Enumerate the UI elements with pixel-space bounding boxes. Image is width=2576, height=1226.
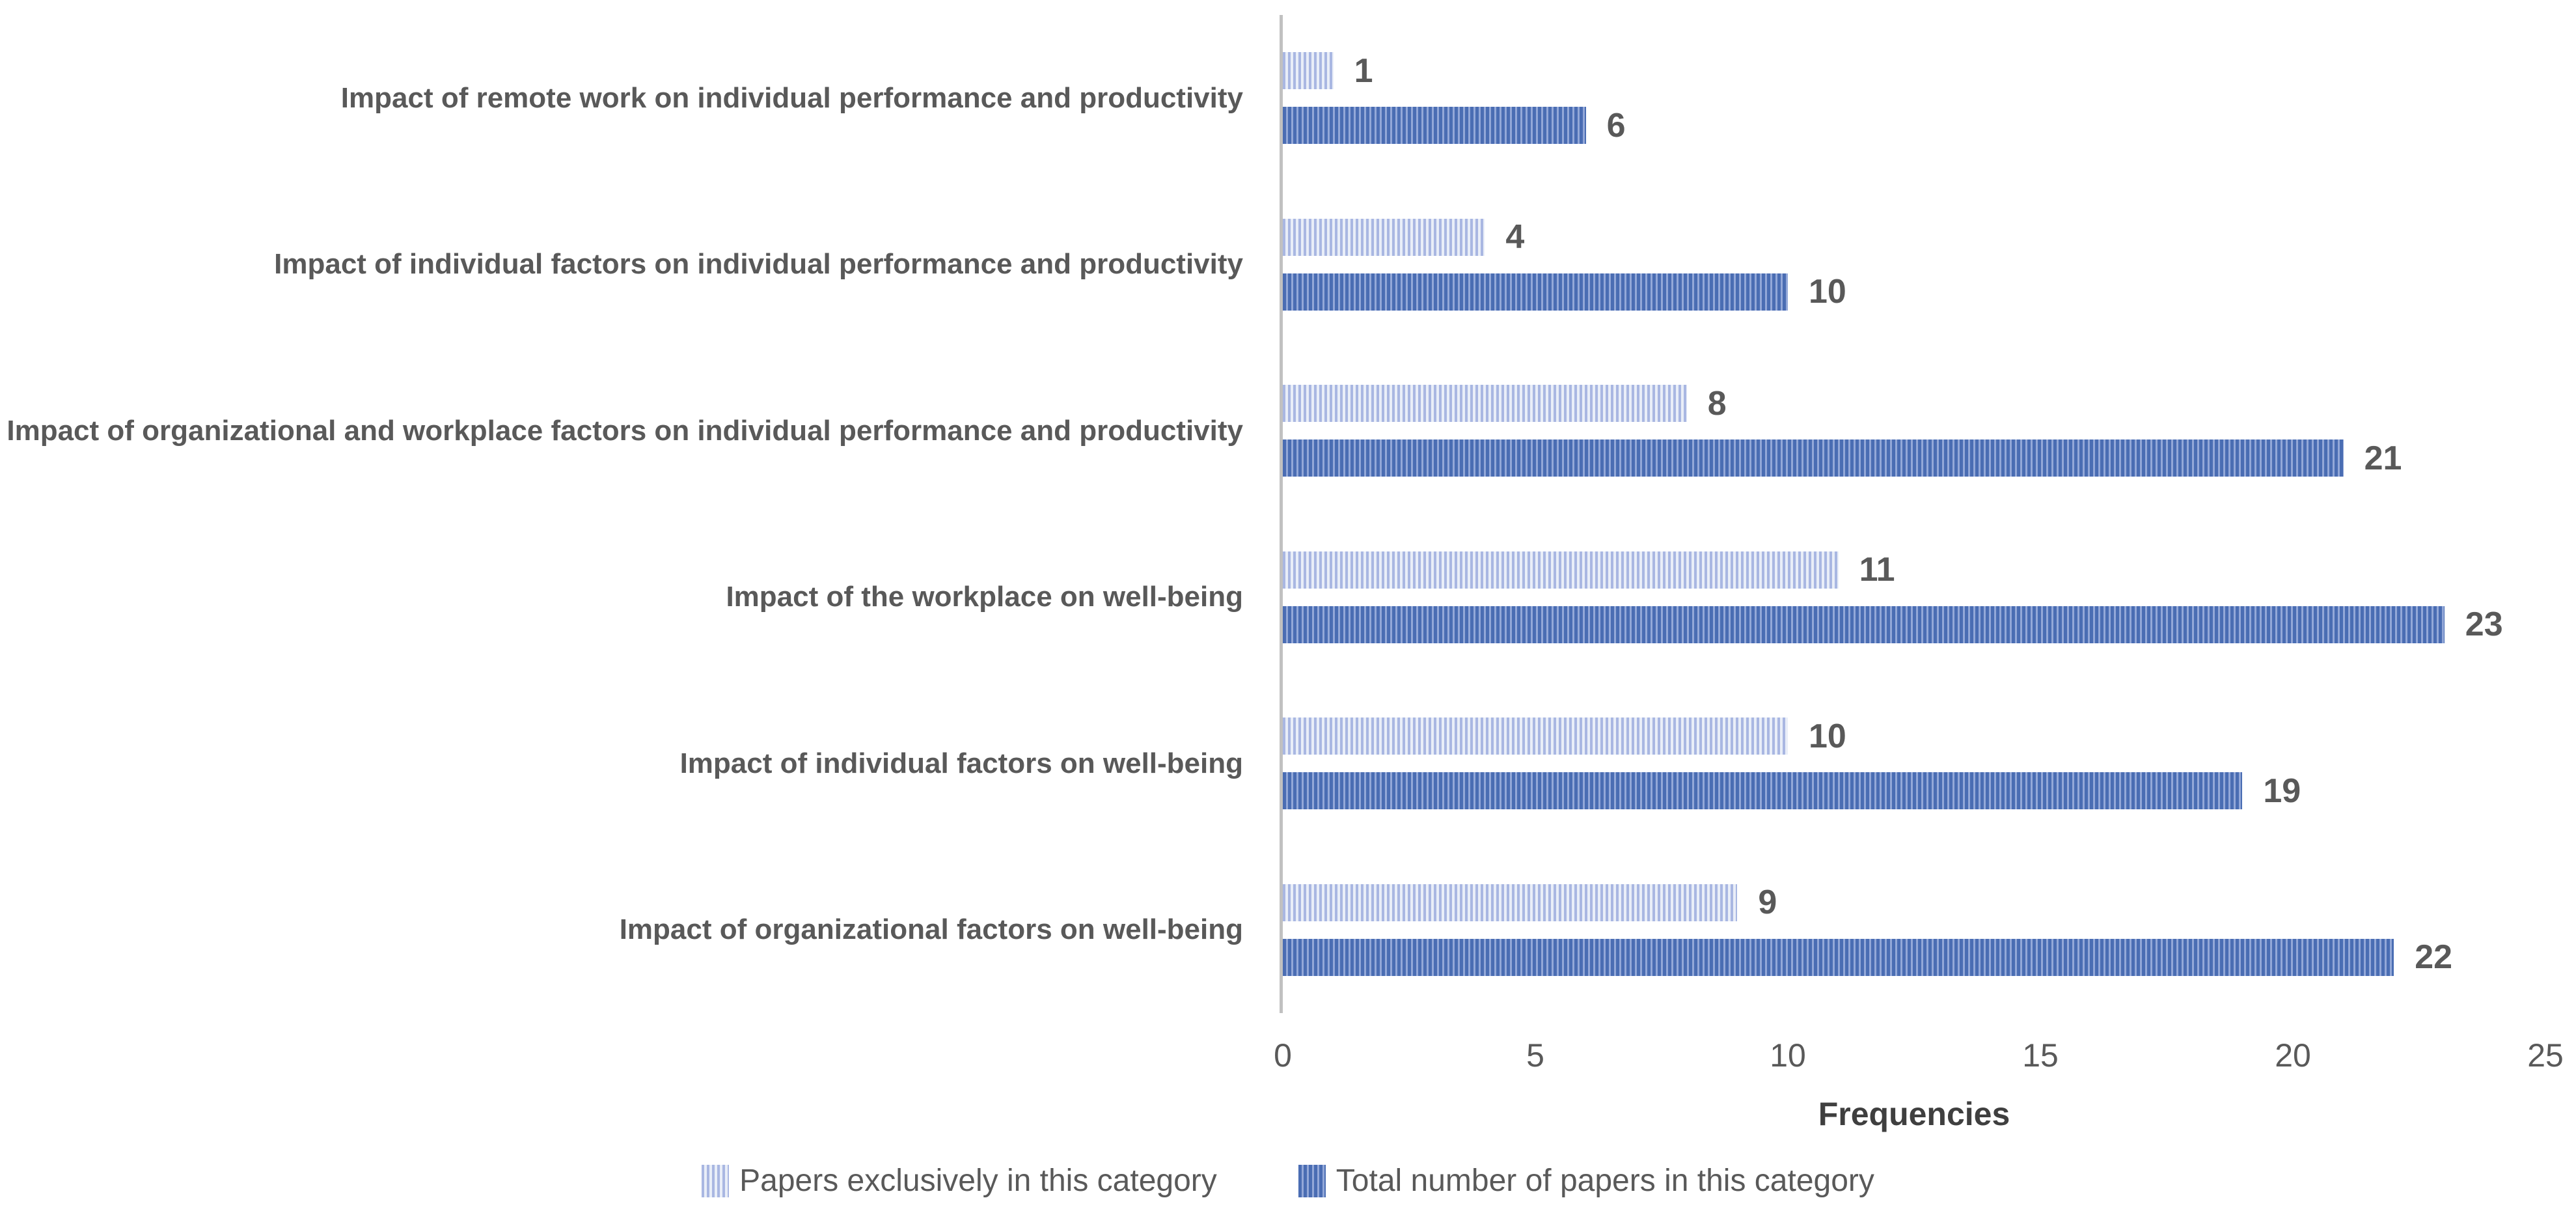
bar-line-total: 21	[1283, 439, 2545, 477]
category-bars: 4 10	[1283, 182, 2545, 348]
bar-value-total: 6	[1606, 106, 1626, 145]
category-row: Impact of remote work on individual perf…	[0, 15, 2576, 182]
bar-value-total: 21	[2364, 439, 2402, 477]
bar-total	[1283, 606, 2445, 643]
bar-exclusive	[1283, 551, 1839, 589]
bar-exclusive	[1283, 52, 1334, 90]
bar-value-exclusive: 4	[1505, 218, 1525, 257]
category-row: Impact of organizational and workplace f…	[0, 348, 2576, 514]
bar-line-total: 10	[1283, 273, 2545, 311]
bar-line-total: 19	[1283, 772, 2545, 810]
legend-item-total: Total number of papers in this category	[1298, 1163, 1874, 1199]
bar-total	[1283, 938, 2394, 976]
x-tick-label: 10	[1770, 1037, 1806, 1074]
bar-value-exclusive: 9	[1758, 884, 1777, 922]
legend-label-total: Total number of papers in this category	[1336, 1163, 1874, 1198]
category-axis-line	[1280, 15, 1283, 1013]
category-row: Impact of organizational factors on well…	[0, 847, 2576, 1014]
x-tick-label: 15	[2022, 1037, 2059, 1074]
category-label: Impact of organizational and workplace f…	[7, 414, 1243, 447]
bar-value-exclusive: 8	[1707, 384, 1727, 423]
bar-value-exclusive: 11	[1859, 551, 1895, 589]
bar-line-total: 6	[1283, 106, 2545, 145]
category-label: Impact of remote work on individual perf…	[340, 81, 1243, 114]
bar-value-total: 23	[2465, 606, 2503, 644]
bar-value-exclusive: 1	[1354, 51, 1373, 90]
bar-exclusive	[1283, 884, 1738, 921]
category-bars: 8 21	[1283, 348, 2545, 514]
legend-swatch-exclusive-icon	[702, 1164, 730, 1197]
category-row: Impact of individual factors on well-bei…	[0, 680, 2576, 847]
plot-area: Impact of remote work on individual perf…	[0, 15, 2576, 1013]
x-axis: 0 5 10 15 20 25	[1274, 1037, 2564, 1078]
bar-exclusive	[1283, 717, 1788, 755]
bar-total	[1283, 107, 1586, 145]
bar-line-exclusive: 8	[1283, 384, 2545, 423]
category-row: Impact of individual factors on individu…	[0, 182, 2576, 348]
category-bars: 11 23	[1283, 514, 2545, 681]
x-tick-label: 0	[1274, 1037, 1292, 1074]
bar-line-exclusive: 1	[1283, 51, 2545, 90]
bar-line-total: 22	[1283, 938, 2545, 977]
bar-total	[1283, 273, 1788, 311]
legend: Papers exclusively in this category Tota…	[0, 1163, 2576, 1199]
bar-line-exclusive: 4	[1283, 218, 2545, 257]
legend-swatch-total-icon	[1298, 1164, 1326, 1197]
bar-value-total: 19	[2263, 772, 2301, 810]
category-bars: 9 22	[1283, 847, 2545, 1014]
category-label: Impact of organizational factors on well…	[619, 913, 1243, 946]
bar-value-total: 22	[2415, 938, 2453, 977]
legend-item-exclusive: Papers exclusively in this category	[702, 1163, 1217, 1199]
bar-line-exclusive: 11	[1283, 551, 2545, 589]
x-tick-label: 5	[1526, 1037, 1544, 1074]
x-axis-title: Frequencies	[1818, 1096, 2010, 1132]
bar-line-exclusive: 10	[1283, 717, 2545, 755]
x-tick-label: 20	[2275, 1037, 2311, 1074]
category-label: Impact of individual factors on individu…	[274, 248, 1243, 281]
category-bars: 1 6	[1283, 15, 2545, 182]
legend-label-exclusive: Papers exclusively in this category	[739, 1163, 1217, 1198]
bar-total	[1283, 772, 2243, 810]
bar-exclusive	[1283, 218, 1485, 256]
bar-line-exclusive: 9	[1283, 884, 2545, 921]
category-row: Impact of the workplace on well-being 11…	[0, 514, 2576, 681]
bar-value-total: 10	[1809, 273, 1846, 311]
bar-exclusive	[1283, 385, 1687, 423]
category-label: Impact of the workplace on well-being	[726, 581, 1243, 613]
category-label: Impact of individual factors on well-bei…	[679, 747, 1243, 779]
bar-line-total: 23	[1283, 606, 2545, 643]
category-bars: 10 19	[1283, 680, 2545, 847]
bar-total	[1283, 439, 2344, 477]
bar-value-exclusive: 10	[1809, 717, 1846, 755]
x-tick-label: 25	[2527, 1037, 2564, 1074]
